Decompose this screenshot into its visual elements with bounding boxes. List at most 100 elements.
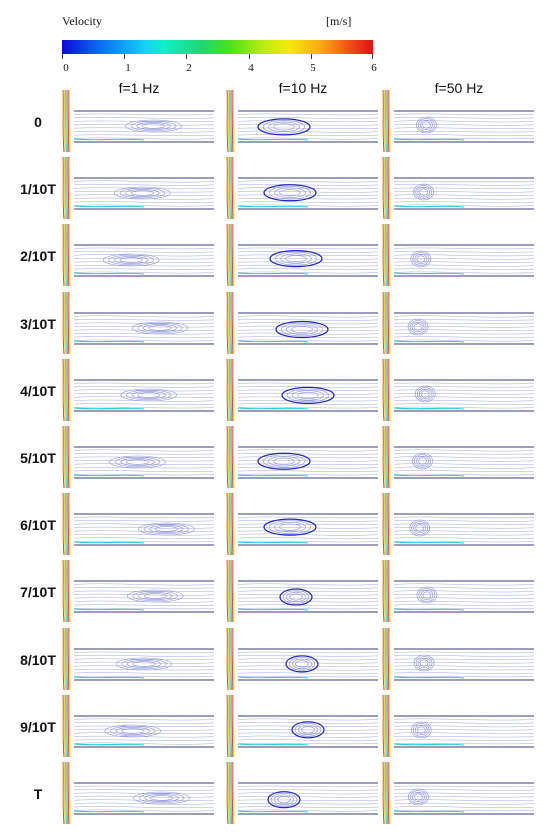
jet-streamline [62,560,65,623]
streamline-plot [382,291,535,354]
jet-streamline [62,89,65,152]
inlet-streamline [237,810,309,813]
flow-streamline [237,130,379,133]
flow-streamline [73,591,215,593]
flow-streamline [73,335,215,338]
jet-streamline [230,627,233,690]
jet-streamline [65,358,67,421]
colorbar-tick-label: 4 [248,62,254,74]
jet-streamline [231,224,234,287]
vortex-loop [109,455,166,469]
vortex-loop [137,322,183,333]
jet-streamline [388,493,391,556]
row-label: T [33,786,43,802]
jet-streamline [229,560,231,623]
flow-streamline [73,661,215,664]
flow-streamline [393,661,535,664]
flow-streamline [73,396,215,398]
flow-streamline [393,792,535,794]
jet-streamline [67,560,70,623]
jet-streamline [232,425,235,488]
vortex-loop [410,790,427,804]
flow-streamline [237,318,379,321]
jet-streamline [382,157,385,220]
vortex-loop [413,183,434,201]
flow-streamline [237,651,379,653]
jet-streamline [68,694,71,757]
vortex-loop [268,520,312,535]
jet-streamline [232,694,235,757]
flow-streamline [393,675,535,677]
jet-streamline [385,627,387,690]
vortex-loop [269,250,323,268]
vortex-loop [418,457,427,465]
inlet-streamline [393,138,465,141]
flow-streamline [73,460,215,462]
flow-streamline [73,470,215,473]
jet-streamline [68,157,71,220]
vortex-loop [274,522,306,533]
jet-streamline [67,358,70,421]
jet-streamline [388,224,391,287]
streamline-panel-f10 [224,693,382,759]
vortex-loop [294,722,322,737]
inlet-streamline [237,407,309,410]
jet-streamline [230,560,233,623]
vortex-loop [289,593,303,601]
flow-streamline [237,134,379,136]
jet-streamline [66,89,69,152]
colorbar-tick-label: 1 [125,62,131,74]
vortex-loop [130,190,154,196]
jet-streamline [66,694,69,757]
flow-streamline [237,661,379,664]
jet-streamline [229,358,231,421]
vortex-loop [142,123,166,129]
vortex-loop [257,452,311,470]
vortex-loop [149,525,184,534]
flow-streamline [73,204,215,207]
colorbar-tick-label: 0 [63,62,69,74]
jet-streamline [227,560,230,623]
flow-streamline [237,396,379,398]
vortex-loop [110,725,156,736]
vortex-loop [262,120,306,134]
jet-streamline [388,425,391,488]
flow-streamline [393,583,535,586]
flow-streamline [237,184,379,186]
vortex-loop [420,390,430,398]
jet-streamline [65,694,67,757]
streamline-plot [62,560,215,623]
jet-streamline [226,627,229,690]
jet-streamline [382,89,385,152]
flow-streamline [73,654,215,657]
flow-streamline [237,598,379,600]
flow-streamline [393,671,535,674]
flow-streamline [73,248,215,250]
streamline-plot [226,560,379,623]
vortex-loop [411,321,425,332]
flow-streamline [73,742,215,745]
vortex-loop [280,322,324,336]
flow-streamline [237,541,379,543]
flow-streamline [393,789,535,791]
vortex-loop [263,184,317,202]
flow-streamline [237,587,379,590]
streamline-plot [226,291,379,354]
vortex-loop [422,121,431,129]
jet-streamline [230,291,233,354]
flow-streamline [237,137,379,140]
jet-streamline [230,761,233,824]
flow-streamline [73,315,215,317]
flow-streamline [73,789,215,791]
flow-streamline [73,251,215,253]
colorbar-tick [124,54,125,59]
jet-streamline [387,358,390,421]
row-label: 2/10T [20,248,56,265]
inlet-streamline [73,743,145,746]
flow-streamline [73,523,215,526]
flow-streamline [393,470,535,472]
jet-streamline [229,761,231,824]
vortex-loop [282,590,310,605]
streamline-plot [382,627,535,690]
jet-streamline [387,627,390,690]
